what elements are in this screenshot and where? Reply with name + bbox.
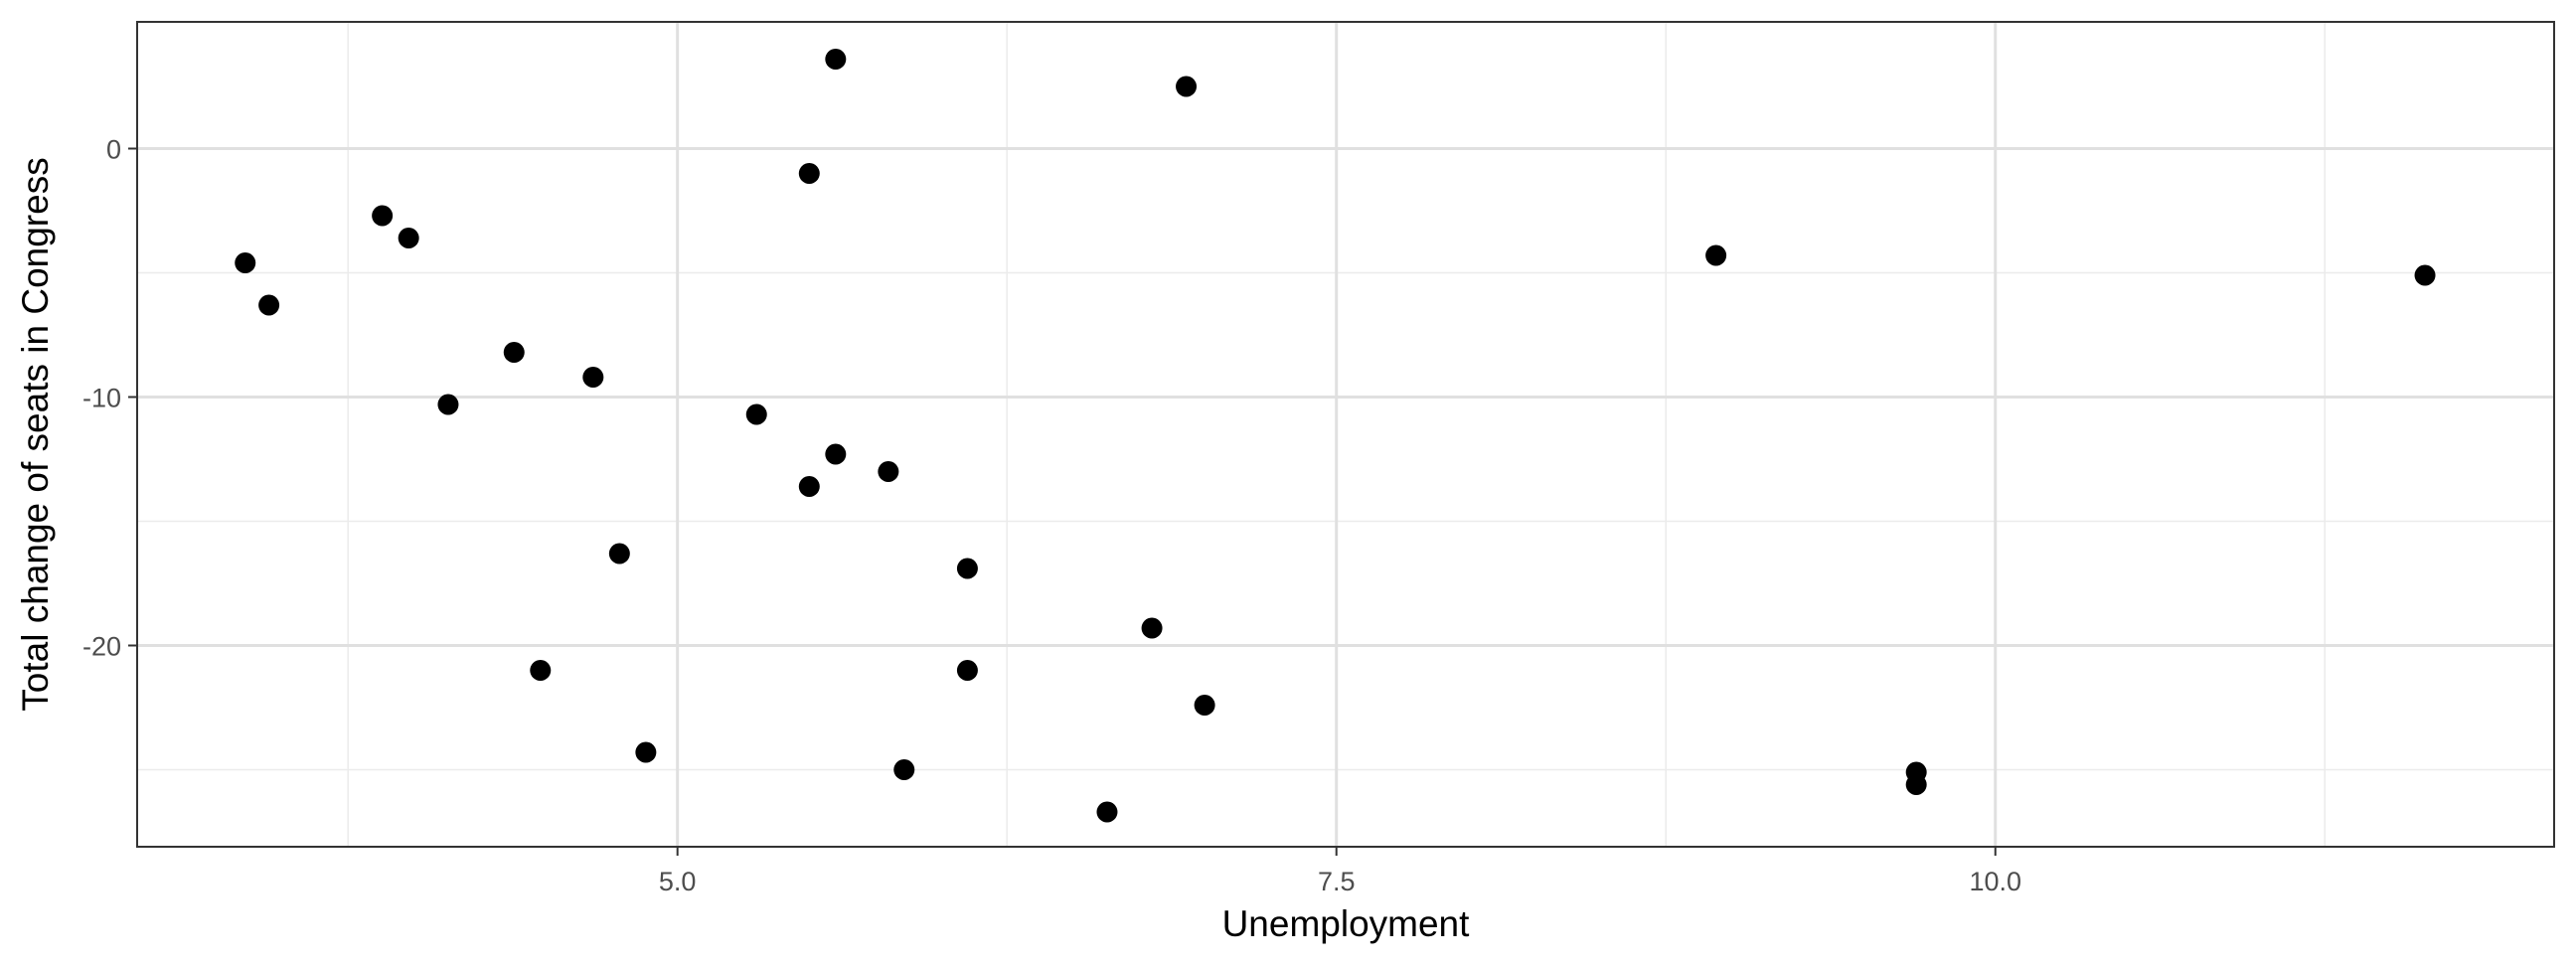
data-point [956, 558, 978, 579]
axis-tick-labels: 5.0 7.5 10.0 0 -10 -20 [82, 135, 2021, 897]
axis-ticks [128, 147, 1997, 856]
data-point [608, 543, 630, 564]
y-tick-label: -10 [82, 384, 121, 413]
data-point [258, 294, 280, 316]
y-axis-title: Total change of seats in Congress [15, 157, 56, 711]
data-point [798, 476, 820, 497]
data-point [745, 403, 767, 425]
data-point [437, 394, 459, 415]
data-points [235, 49, 2436, 823]
data-point [1096, 801, 1118, 823]
data-point [235, 252, 256, 273]
panel-border [136, 21, 2555, 848]
data-point [956, 660, 978, 681]
x-axis-title: Unemployment [1222, 903, 1471, 944]
data-point [825, 443, 847, 465]
y-tick-label: 0 [106, 135, 121, 165]
y-tick-label: -20 [82, 632, 121, 662]
data-point [1194, 695, 1215, 716]
x-tick-label: 7.5 [1318, 867, 1356, 896]
data-point [1905, 774, 1927, 795]
x-tick-label: 10.0 [1969, 867, 2021, 896]
data-point [398, 228, 419, 248]
data-point [1141, 617, 1163, 639]
data-point [635, 741, 657, 763]
data-point [582, 367, 604, 388]
data-point [1176, 76, 1198, 97]
data-point [825, 49, 847, 70]
data-point [798, 163, 820, 184]
minor-gridlines [137, 22, 2554, 847]
data-point [2414, 264, 2436, 286]
data-point [372, 205, 394, 227]
data-point [530, 660, 552, 681]
major-gridlines [137, 22, 2554, 847]
data-point [1705, 244, 1727, 266]
x-tick-label: 5.0 [659, 867, 697, 896]
data-point [878, 461, 899, 482]
data-point [503, 342, 525, 363]
data-point [893, 759, 915, 780]
